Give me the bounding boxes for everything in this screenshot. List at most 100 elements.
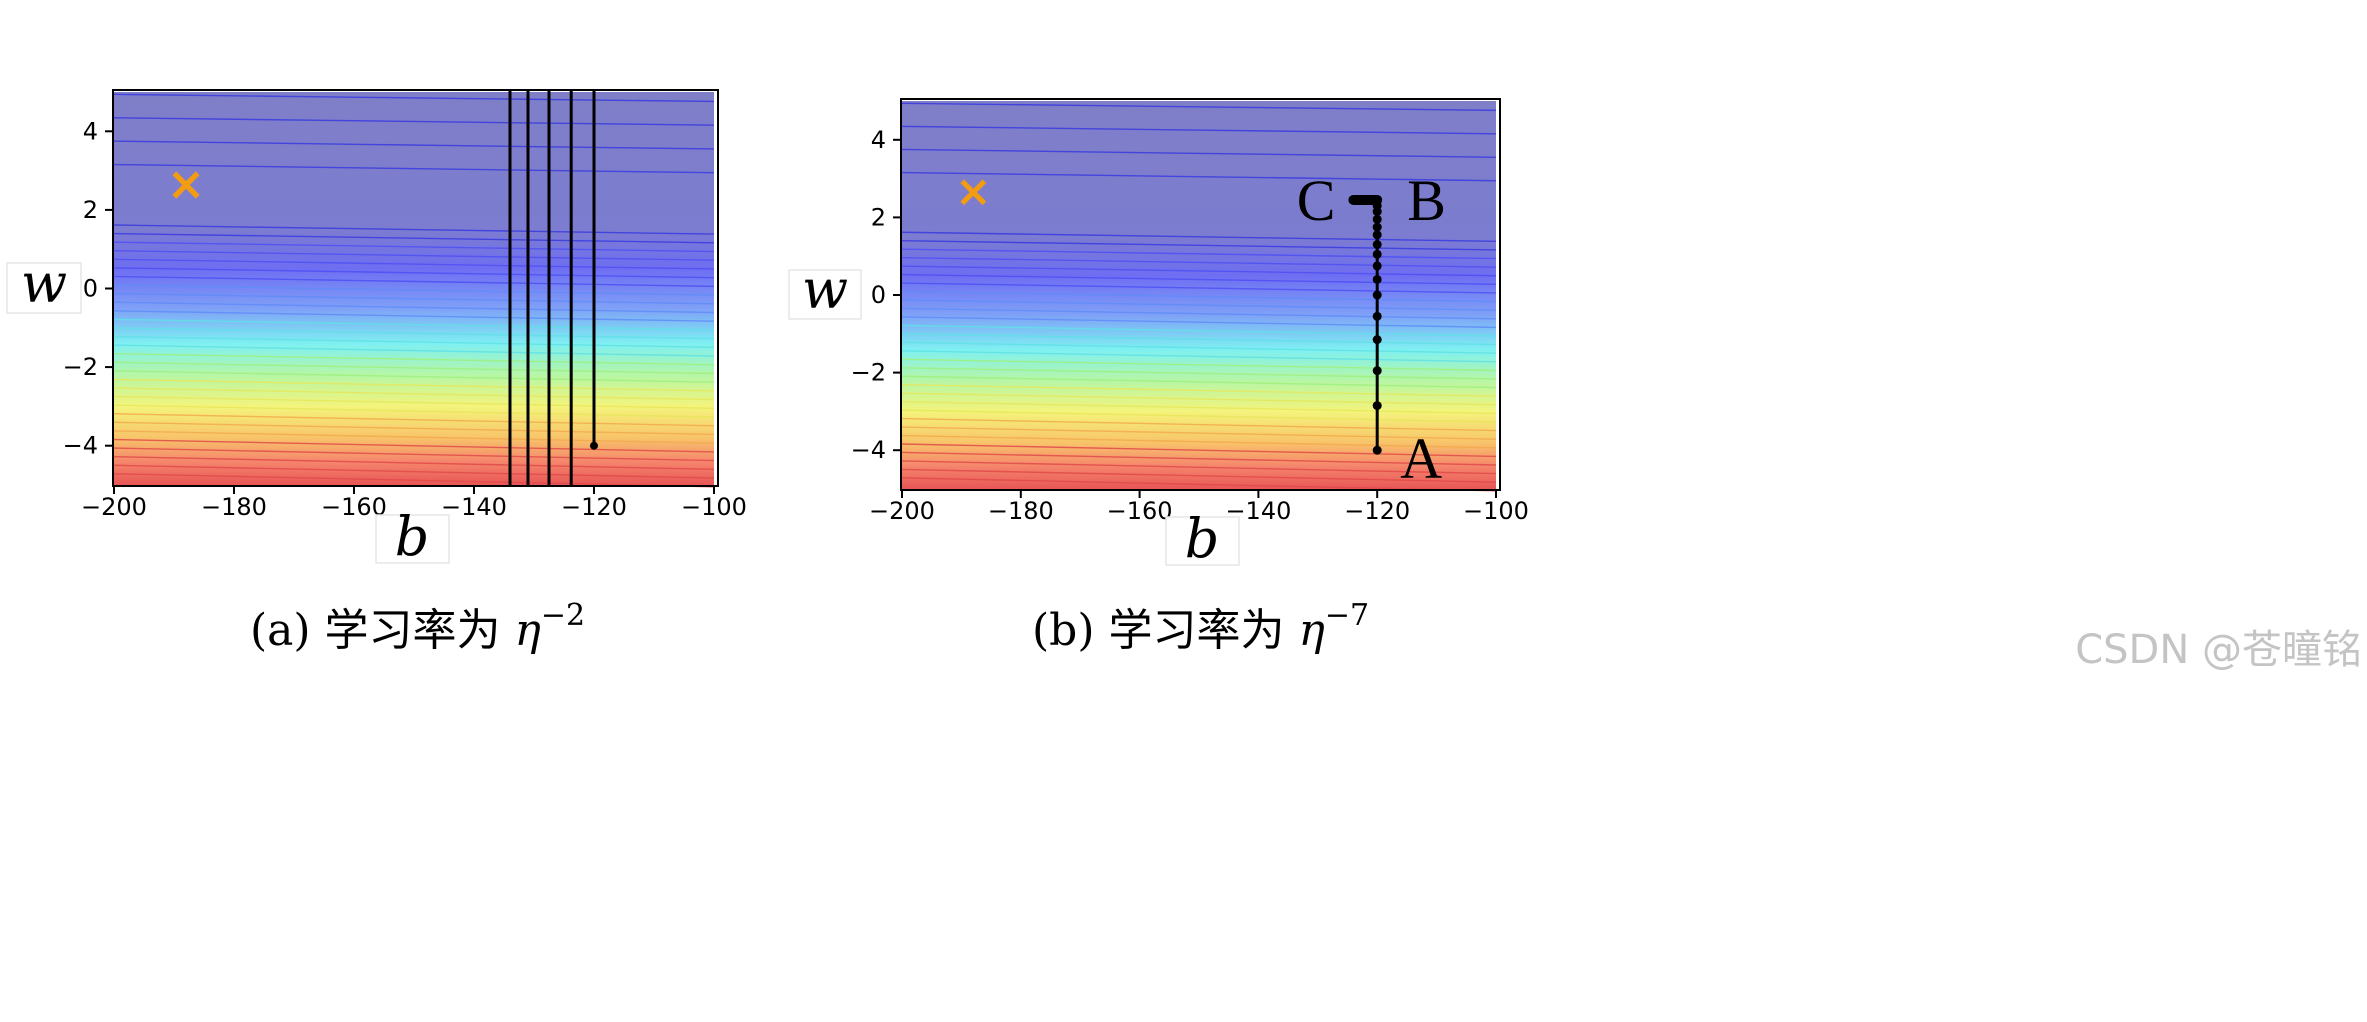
chart-a-contour-line: [113, 353, 715, 366]
chart-b-contour-line: [901, 384, 1497, 397]
chart-a-contour-line: [113, 464, 715, 479]
chart-b-contour-lines: [901, 102, 1497, 492]
chart-b-xlabel: b: [1185, 507, 1220, 570]
chart-b-contour-line: [901, 375, 1497, 389]
chart-b-trajectory-point: [1372, 445, 1382, 455]
chart-b-y-tick-label: 0: [871, 281, 886, 309]
chart-a-contour-line: [113, 438, 715, 453]
chart-b-contour-line: [901, 477, 1497, 492]
chart-b-x-tick-label: −100: [1463, 497, 1529, 525]
chart-a-y-tick-label: −4: [63, 432, 98, 460]
chart-b-point-label-c: C: [1297, 168, 1336, 233]
chart-a-optimum-marker: ×: [167, 157, 206, 211]
chart-b-y-ticks: 4 2 0 −2 −4: [851, 126, 901, 464]
chart-b-x-tick-label: −120: [1344, 497, 1410, 525]
chart-b-contour-line: [901, 231, 1497, 243]
chart-b-ylabel: w: [802, 258, 848, 321]
chart-b-contour-line: [901, 256, 1497, 268]
chart-b-contour-line: [901, 273, 1497, 286]
chart-b-y-tick-label: 4: [871, 126, 886, 154]
chart-a-contour-line: [113, 335, 715, 349]
chart-b-trajectory-point: [1372, 401, 1382, 411]
chart-a-trajectory: [508, 90, 598, 485]
chart-a-ylabel-box: [6, 262, 82, 314]
chart-b-contour-line: [901, 341, 1497, 354]
chart-a-contour-line: [113, 267, 715, 279]
chart-b-trajectory: [1348, 194, 1383, 455]
chart-a-contour-line: [113, 421, 715, 436]
chart-a-x-tick-label: −180: [201, 493, 267, 521]
chart-a-x-ticks: −200 −180 −160 −140 −120 −100: [81, 486, 747, 521]
chart-b-contour-line: [901, 460, 1497, 475]
chart-b-contour-line: [901, 102, 1497, 112]
chart-a-trajectory-start-point: [590, 441, 598, 450]
chart-b-contour-line: [901, 468, 1497, 483]
chart-a-xlabel-box: [375, 514, 450, 564]
chart-a-y-tick-label: 4: [83, 117, 98, 145]
chart-b-x-tick-label: −200: [869, 497, 935, 525]
chart-b-contour-line: [901, 282, 1497, 294]
chart-a-contour-line: [113, 93, 715, 103]
chart-b-contour-line: [901, 324, 1497, 337]
chart-a-contour-line: [113, 447, 715, 462]
chart-b-contour-line: [901, 392, 1497, 406]
chart-a-contour-line: [113, 310, 715, 322]
chart-b-trajectory-point: [1372, 290, 1382, 300]
chart-a-contour-line: [113, 430, 715, 444]
chart-b-y-tick-label: 2: [871, 203, 886, 231]
chart-a-contour-line: [113, 473, 715, 488]
chart-a-xlabel: b: [395, 505, 430, 568]
chart-b-contour-line: [901, 409, 1497, 423]
chart-b-point-label-a: A: [1400, 426, 1442, 491]
chart-a-caption: (a) 学习率为 η−2: [250, 598, 585, 656]
chart-b-contour-line: [901, 451, 1497, 466]
chart-b-caption: (b) 学习率为 η−7: [1032, 598, 1369, 656]
chart-b-y-tick-label: −4: [851, 436, 886, 464]
chart-a-contour-line: [113, 284, 715, 296]
chart-a-y-tick-label: −2: [63, 353, 98, 381]
chart-a-x-tick-label: −120: [561, 493, 627, 521]
chart-b-trajectory-point: [1372, 366, 1382, 376]
chart-b: −200 −180 −160 −140 −120 −100 420−2−4 × ABC w…: [788, 98, 1529, 656]
chart-b-contour-line: [901, 171, 1497, 182]
chart-b-caption-eta: η: [1298, 605, 1324, 656]
chart-a-contour-line: [113, 232, 715, 244]
chart-b-contour-line: [901, 299, 1497, 311]
chart-a-y-ticks: 4 2 0 −2 −4: [63, 117, 113, 460]
chart-b-trajectory-point: [1372, 249, 1382, 259]
chart-a-caption-prefix: (a) 学习率为: [250, 605, 515, 656]
chart-b-contour-line: [901, 417, 1497, 432]
chart-a-heatmap: [114, 92, 714, 485]
chart-a-contour-line: [113, 327, 715, 340]
chart-b-contour-line: [901, 148, 1497, 158]
chart-a-ylabel: w: [21, 252, 67, 315]
chart-b-trajectory-point: [1372, 214, 1382, 224]
chart-b-caption-prefix: (b) 学习率为: [1032, 605, 1298, 656]
chart-b-contour-line: [901, 367, 1497, 380]
chart-a-x-tick-label: −100: [681, 493, 747, 521]
chart-b-caption-exponent: −7: [1325, 598, 1369, 633]
chart-b-contour-line: [901, 443, 1497, 458]
chart-b-trajectory-point: [1372, 230, 1382, 240]
chart-b-trajectory-point: [1372, 240, 1382, 250]
chart-a-contour-line: [113, 258, 715, 270]
chart-a-contour-line: [113, 344, 715, 357]
chart-b-trajectory-point: [1372, 311, 1382, 321]
chart-b-contour-line: [901, 265, 1497, 277]
chart-a-contour-line: [113, 413, 715, 427]
chart-b-contour-line: [901, 400, 1497, 415]
chart-a-contour-line: [113, 250, 715, 261]
watermark: CSDN @苍曈铭: [2075, 627, 2362, 673]
chart-a-y-tick-label: 2: [83, 196, 98, 224]
chart-b-trajectory-point: [1372, 274, 1382, 284]
chart-a-contour-line: [113, 224, 715, 235]
chart-b-point-label-b: B: [1407, 168, 1446, 233]
chart-a-contour-line: [113, 241, 715, 253]
chart-b-trajectory-point: [1372, 222, 1382, 232]
chart-a-y-tick-label: 0: [83, 275, 98, 303]
chart-b-trajectory-point: [1372, 335, 1382, 345]
chart-a-contour-line: [113, 292, 715, 305]
chart-b-point-labels: A B C: [1297, 168, 1446, 491]
chart-b-contour-line: [901, 434, 1497, 449]
chart-a-contour-line: [113, 140, 715, 150]
